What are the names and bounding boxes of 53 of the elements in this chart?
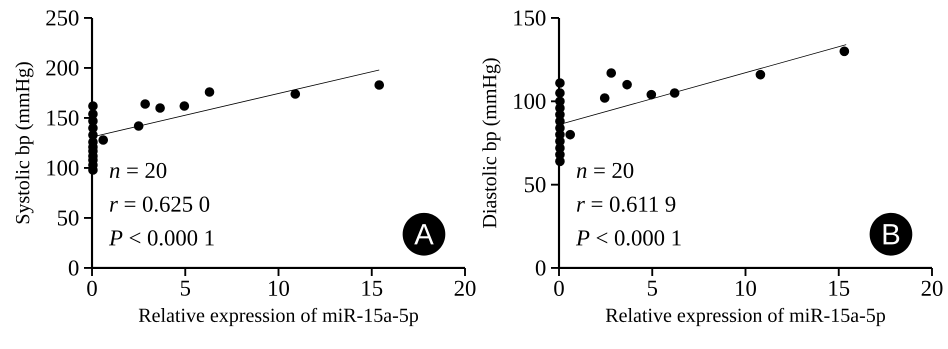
annotation: n = 20 [576,162,634,178]
y-tick-label: 0 [68,260,78,276]
point [646,90,656,100]
y-tick-label: 150 [514,10,546,26]
y-tick-label: 0 [536,260,546,276]
point [290,89,300,99]
y-tick-label: 250 [46,10,78,26]
x-tick-label: 5 [648,280,658,296]
y-axis-title: Systolic bp (mmHg) [15,62,34,224]
y-tick-label: 100 [47,160,78,176]
point [606,68,616,78]
annotation: A [414,224,434,244]
point [88,109,98,119]
x-tick-label: 10 [269,280,289,296]
x-tick-label: 15 [362,280,382,296]
point [374,80,384,90]
x-tick-label: 20 [922,280,942,296]
y-tick-label: 50 [58,210,78,226]
point [98,135,108,145]
x-tick-label: 20 [454,280,476,296]
y-tick-label: 200 [46,60,78,76]
point [88,101,98,111]
point [555,78,565,88]
y-axis-title: Diastolic bp (mmHg) [482,58,500,228]
annotation: n = 20 [110,162,166,178]
point [155,103,165,113]
annotation: r = 0.611 9 [576,196,676,212]
x-tick-label: 15 [829,280,850,296]
x-tick-label: 5 [180,280,190,296]
y-tick-label: 50 [524,177,546,192]
point [670,88,680,98]
point [180,101,190,111]
y-tick-label: 100 [514,94,546,109]
x-axis-title: Relative expression of miR-15a-5p [606,308,885,326]
annotation: B [884,224,900,244]
point [555,96,565,106]
annotation: P < 0.000 1 [108,230,214,246]
point [134,121,144,131]
annotation: r = 0.625 0 [110,196,210,212]
x-tick-label: 0 [554,280,564,296]
point [204,87,214,97]
y-tick-label: 150 [47,110,78,126]
point [756,70,766,80]
annotation: P < 0.000 1 [576,230,681,246]
point [840,46,850,56]
x-axis-title: Relative expression of miR-15a-5p [138,308,418,326]
point [555,88,565,98]
x-tick-label: 0 [87,280,97,296]
point [622,80,632,90]
point [600,93,610,103]
point [140,99,150,109]
point [565,130,575,140]
x-tick-label: 10 [736,280,756,296]
